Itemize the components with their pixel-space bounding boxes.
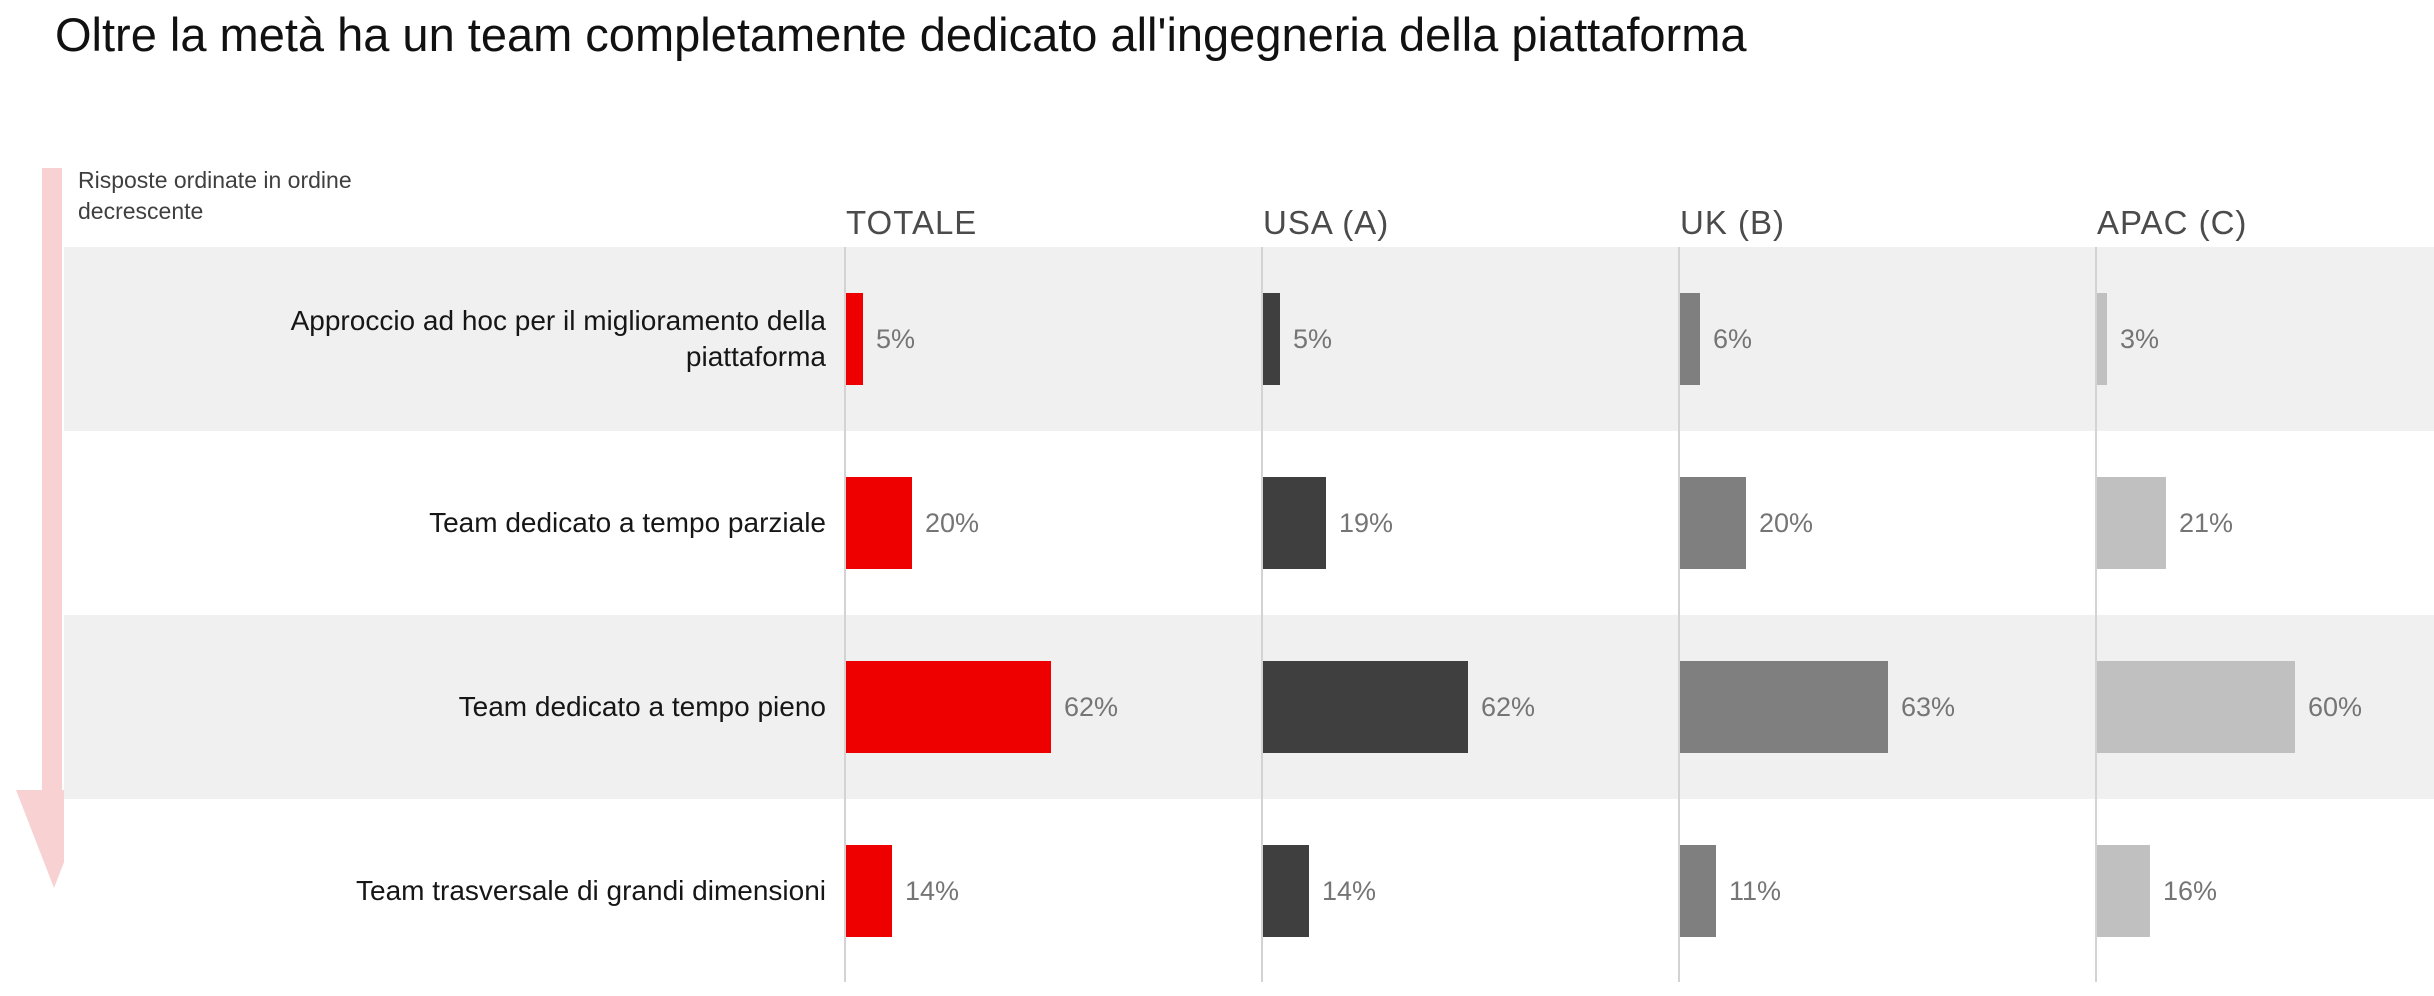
bar-cell: 5% xyxy=(1263,247,1673,431)
bar-cell: 21% xyxy=(2097,431,2434,615)
sort-annotation: Risposte ordinate in ordine decrescente xyxy=(78,167,352,225)
row-label: Team trasversale di grandi dimensioni xyxy=(356,874,826,906)
bar xyxy=(2097,845,2150,937)
bar-value-label: 63% xyxy=(1901,691,1956,722)
bar-cell: 19% xyxy=(1263,431,1673,615)
bar xyxy=(2097,293,2107,385)
bar-value-label: 5% xyxy=(1293,323,1333,354)
axis-line xyxy=(1261,247,1263,982)
bar-cell: 62% xyxy=(1263,615,1673,799)
bar-value-label: 20% xyxy=(925,507,980,538)
bar-cell: 14% xyxy=(846,799,1256,983)
bar-cell: 63% xyxy=(1680,615,2090,799)
bar xyxy=(846,477,912,569)
row-band xyxy=(64,615,2434,799)
bar-value-label: 21% xyxy=(2179,507,2234,538)
column-header-uk: UK (B) xyxy=(1680,204,1785,241)
bar-value-label: 16% xyxy=(2163,875,2218,906)
column-header-usa: USA (A) xyxy=(1263,204,1390,241)
bar-cell: 3% xyxy=(2097,247,2434,431)
bar xyxy=(846,845,892,937)
bar-value-label: 14% xyxy=(1322,875,1377,906)
row-label: Team dedicato a tempo parziale xyxy=(429,506,826,538)
axis-line xyxy=(2095,247,2097,982)
bar xyxy=(1680,477,1746,569)
bar-cell: 11% xyxy=(1680,799,2090,983)
bar-value-label: 19% xyxy=(1339,507,1394,538)
bar xyxy=(2097,477,2166,569)
row-label: Team dedicato a tempo pieno xyxy=(458,690,826,722)
bar-cell: 5% xyxy=(846,247,1256,431)
bar-cell: 60% xyxy=(2097,615,2434,799)
bar-cell: 20% xyxy=(1680,431,2090,615)
bar xyxy=(2097,661,2295,753)
bar-value-label: 60% xyxy=(2308,691,2363,722)
row-band xyxy=(64,247,2434,431)
bar xyxy=(1263,293,1280,385)
bar-cell: 14% xyxy=(1263,799,1673,983)
row-band xyxy=(64,431,2434,615)
bar xyxy=(846,293,863,385)
bar-value-label: 20% xyxy=(1759,507,1814,538)
bar-value-label: 62% xyxy=(1481,691,1536,722)
bar xyxy=(1263,477,1326,569)
bar-value-label: 14% xyxy=(905,875,960,906)
bar xyxy=(1263,661,1468,753)
bar xyxy=(1263,845,1309,937)
bar xyxy=(1680,845,1716,937)
column-header-apac: APAC (C) xyxy=(2097,204,2248,241)
bar-value-label: 5% xyxy=(876,323,916,354)
axis-line xyxy=(1678,247,1680,982)
bar-value-label: 62% xyxy=(1064,691,1119,722)
row-band xyxy=(64,799,2434,983)
column-header-totale: TOTALE xyxy=(846,204,978,241)
bar-cell: 6% xyxy=(1680,247,2090,431)
bar-cell: 16% xyxy=(2097,799,2434,983)
chart-title: Oltre la metà ha un team completamente d… xyxy=(55,8,1747,61)
bar-value-label: 6% xyxy=(1713,323,1753,354)
bar-value-label: 11% xyxy=(1729,875,1782,906)
row-label: Approccio ad hoc per il miglioramento de… xyxy=(290,304,826,372)
axis-line xyxy=(844,247,846,982)
bar xyxy=(1680,661,1888,753)
bar-cell: 62% xyxy=(846,615,1256,799)
bar xyxy=(1680,293,1700,385)
bar-value-label: 3% xyxy=(2120,323,2160,354)
bar-cell: 20% xyxy=(846,431,1256,615)
bar xyxy=(846,661,1051,753)
